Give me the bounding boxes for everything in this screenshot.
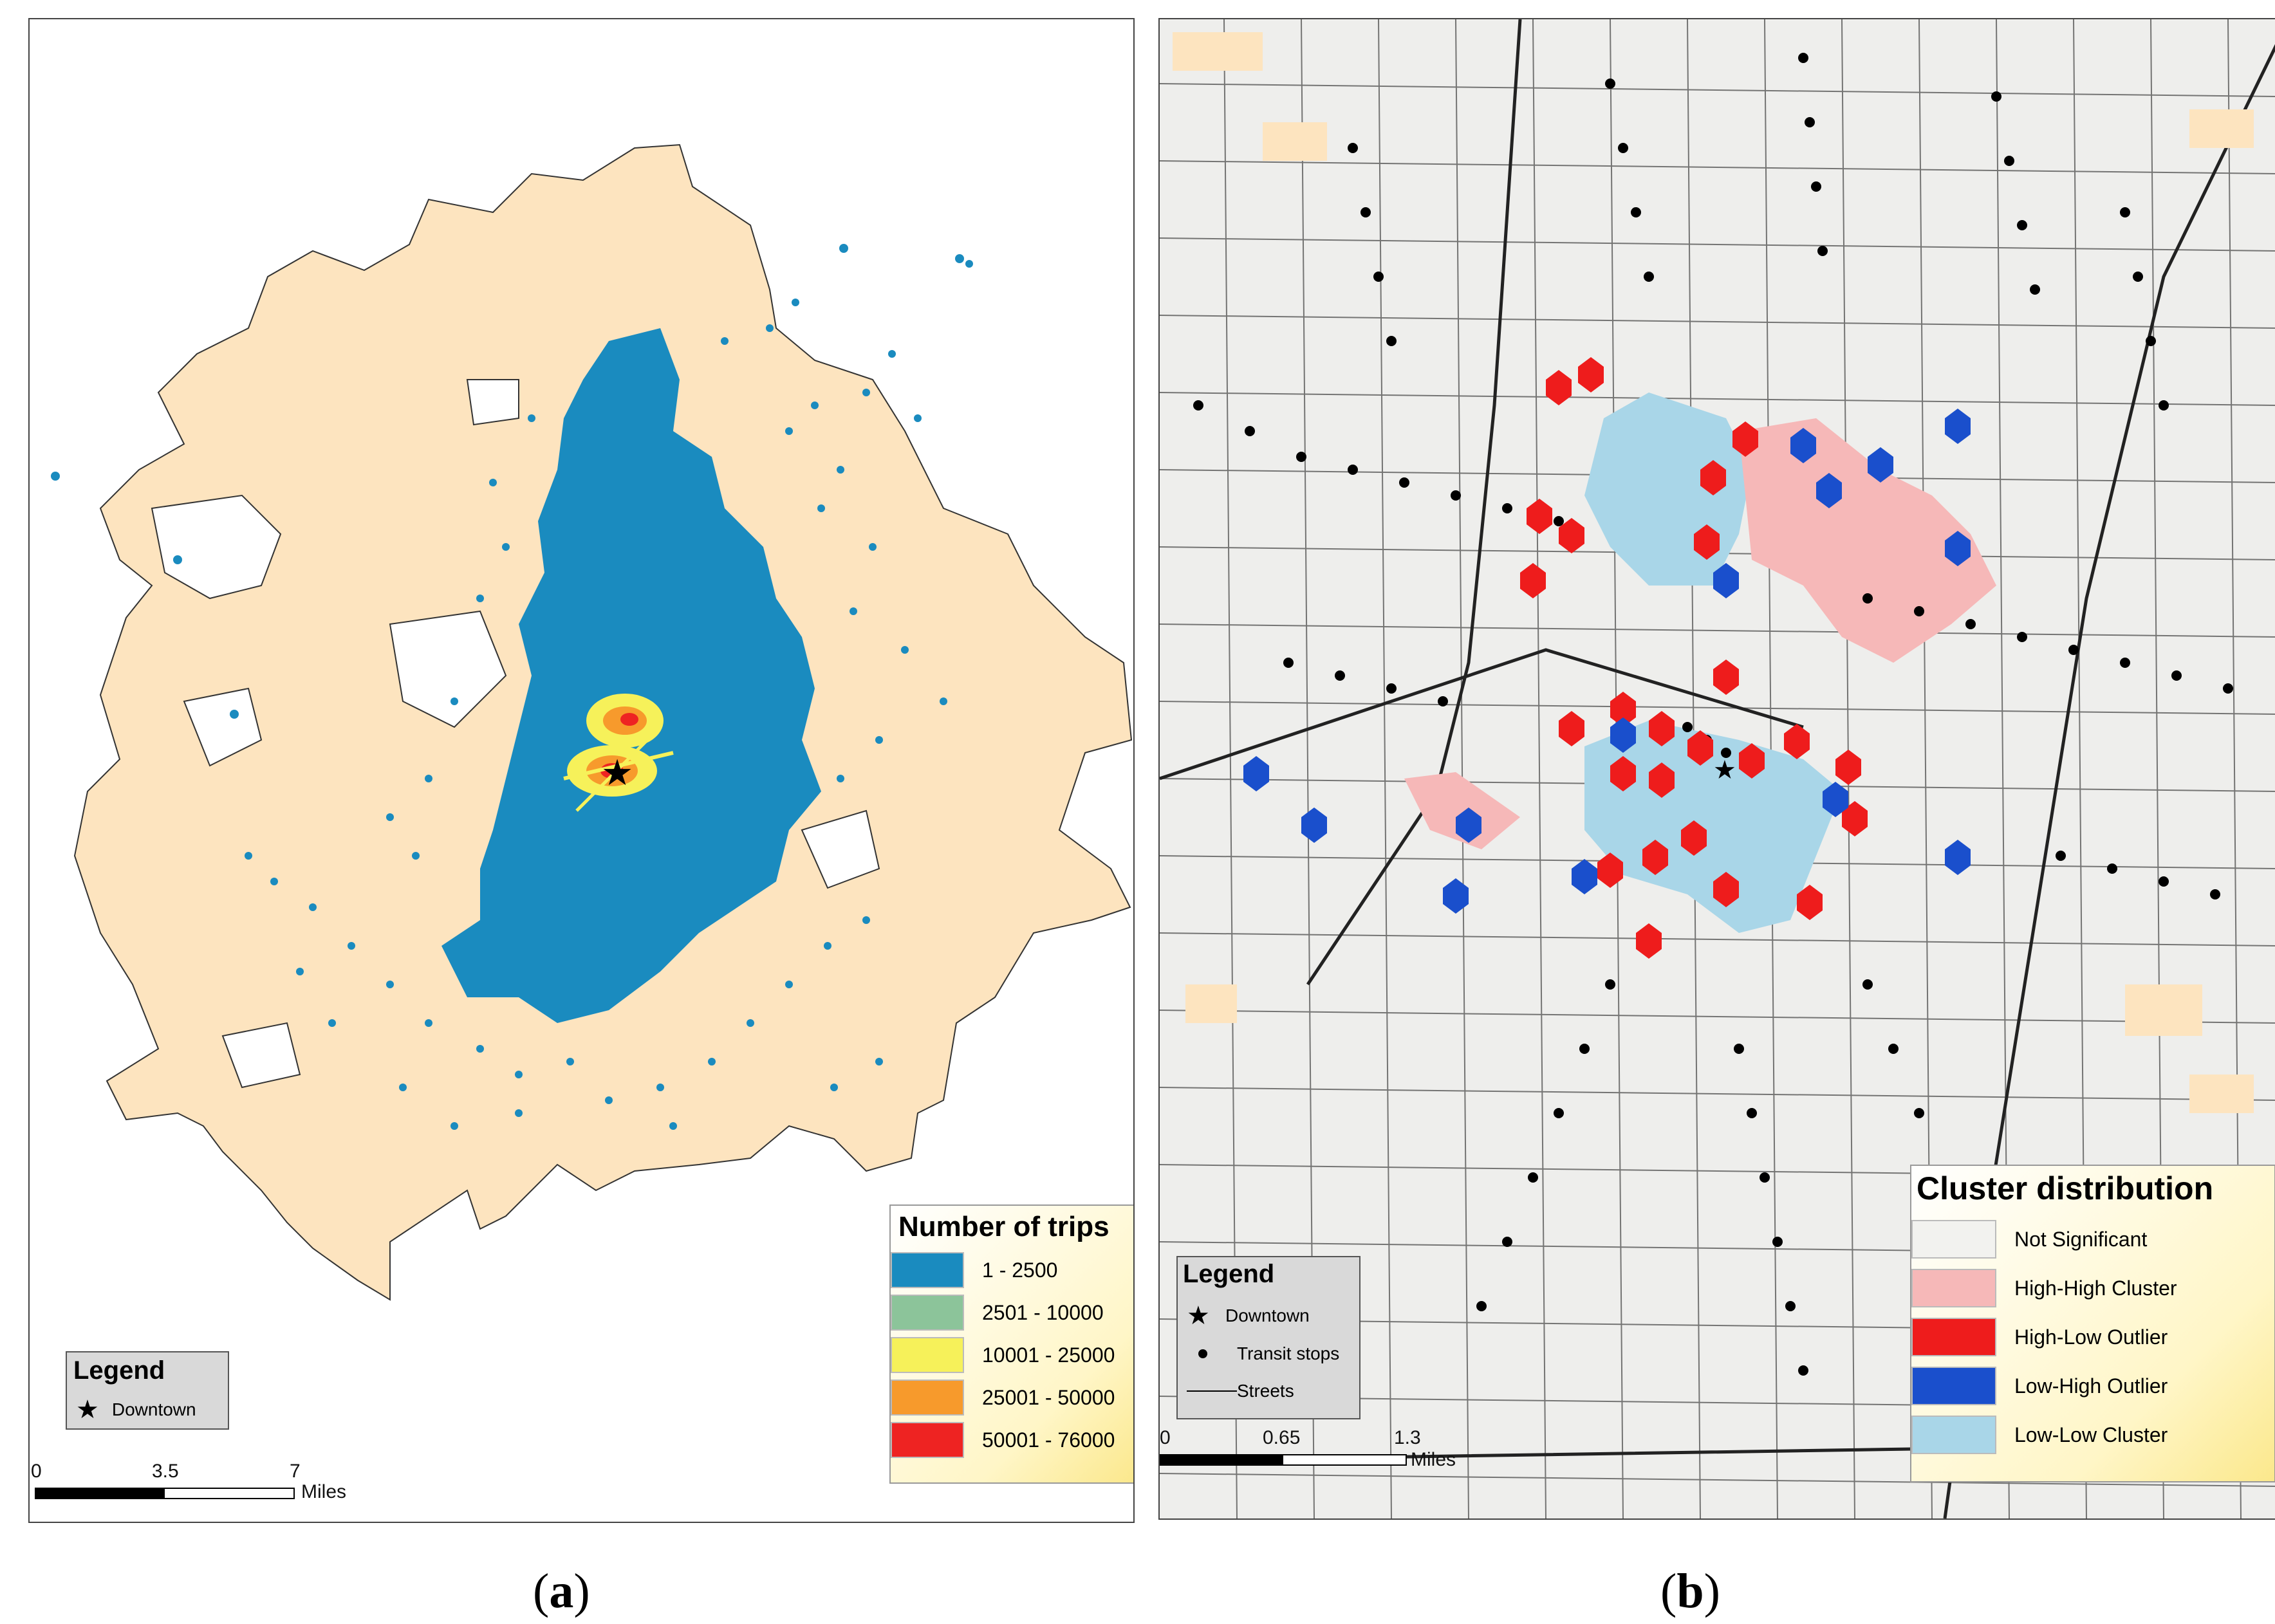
legend-title: Legend <box>1183 1260 1275 1288</box>
legend-swatch <box>891 1337 964 1373</box>
boundary-hole <box>151 494 282 600</box>
caption-a: (a) <box>533 1564 590 1618</box>
legend-swatch <box>1911 1220 1996 1259</box>
high-high-cluster <box>1404 772 1520 849</box>
cluster-legend: Cluster distribution Not Significant High… <box>1910 1165 2275 1482</box>
boundary-hole <box>466 379 519 426</box>
map-panel-a: ★ Legend ★ Downtown <box>28 18 1135 1523</box>
trips-legend-title: Number of trips <box>898 1211 1110 1242</box>
cluster-legend-title: Cluster distribution <box>1917 1170 2214 1206</box>
boundary-hole <box>183 687 263 767</box>
legend-item-downtown: Downtown <box>1225 1306 1310 1325</box>
scale-tick-0: 0 <box>1160 1427 1171 1448</box>
cluster-legend-row: High-High Cluster <box>1911 1269 2177 1307</box>
trips-legend-row: 1 - 2500 <box>891 1252 1057 1288</box>
scale-unit: Miles <box>301 1481 347 1502</box>
boundary-hole <box>389 610 507 728</box>
hotspot-north-peak <box>620 713 638 726</box>
boundary-hole <box>801 809 880 889</box>
transit-stop-icon <box>1198 1349 1207 1358</box>
legend-class-label: 10001 - 25000 <box>982 1343 1115 1367</box>
legend-box: Legend ★ Downtown <box>66 1351 229 1430</box>
downtown-star-icon: ★ <box>1187 1301 1210 1331</box>
scale-tick-2: 1.3 <box>1394 1427 1421 1448</box>
legend-class-label: 2501 - 10000 <box>982 1300 1104 1324</box>
scale-tick-1: 3.5 <box>152 1461 179 1482</box>
legend-box: Legend ★ Downtown Transit stops Streets <box>1176 1256 1360 1419</box>
legend-swatch <box>891 1252 964 1288</box>
legend-class-label: 50001 - 76000 <box>982 1428 1115 1452</box>
legend-swatch <box>1911 1269 1996 1307</box>
legend-class-label: Low-Low Cluster <box>2014 1423 2168 1446</box>
trip-scatter-dots <box>51 244 973 1130</box>
map-panel-b: ★ Legend ★ Downtown Transit stops Street… <box>1158 18 2275 1520</box>
trip-density-area <box>441 328 821 1023</box>
cluster-legend-row: Low-High Outlier <box>1911 1367 2168 1405</box>
legend-item-streets: Streets <box>1237 1381 1294 1401</box>
scale-bar: 0 3.5 7 <box>31 1461 305 1499</box>
transit-stops <box>1193 53 2233 1376</box>
legend-swatch <box>1911 1416 1996 1454</box>
hotspot-streak <box>563 751 674 780</box>
legend-class-label: Not Significant <box>2014 1227 2148 1251</box>
legend-title: Legend <box>73 1356 165 1385</box>
scale-bar: 0 0.65 1.3 <box>1160 1427 1430 1466</box>
legend-swatch <box>1911 1367 1996 1405</box>
legend-item-transit-stops: Transit stops <box>1237 1343 1340 1363</box>
low-high-outliers <box>1243 409 1971 914</box>
trips-legend: Number of trips 1 - 2500 2501 - 10000 1000… <box>889 1204 1133 1484</box>
scale-tick-1: 0.65 <box>1263 1427 1301 1448</box>
trip-density-map: ★ <box>51 143 1133 1301</box>
legend-class-label: High-Low Outlier <box>2014 1325 2168 1349</box>
downtown-star-icon: ★ <box>76 1395 99 1425</box>
cluster-legend-row: Not Significant <box>1911 1220 2147 1259</box>
trips-legend-row: 25001 - 50000 <box>891 1379 1115 1416</box>
legend-downtown-label: Downtown <box>111 1399 196 1419</box>
downtown-star-icon: ★ <box>1713 755 1736 785</box>
trips-legend-row: 2501 - 10000 <box>891 1295 1104 1331</box>
scale-tick-2: 7 <box>290 1461 301 1482</box>
legend-class-label: 25001 - 50000 <box>982 1385 1115 1409</box>
legend-class-label: 1 - 2500 <box>982 1258 1058 1282</box>
boundary-hole <box>221 1022 301 1089</box>
legend-swatch <box>891 1295 964 1331</box>
high-low-outliers <box>1520 357 1868 959</box>
hotspot-streak <box>575 739 649 812</box>
legend-swatch <box>891 1422 964 1458</box>
legend-class-label: Low-High Outlier <box>2014 1374 2168 1398</box>
cluster-legend-row: High-Low Outlier <box>1911 1318 2168 1356</box>
legend-class-label: High-High Cluster <box>2014 1276 2177 1300</box>
trips-legend-row: 50001 - 76000 <box>891 1422 1115 1458</box>
street-line-icon <box>1187 1390 1237 1392</box>
scale-tick-0: 0 <box>31 1461 42 1482</box>
legend-swatch <box>1911 1318 1996 1356</box>
trips-legend-row: 10001 - 25000 <box>891 1337 1115 1373</box>
cluster-legend-row: Low-Low Cluster <box>1911 1416 2168 1454</box>
high-high-cluster <box>1739 418 1996 663</box>
caption-b: (b) <box>1660 1564 1720 1618</box>
legend-swatch <box>891 1379 964 1416</box>
scale-unit: Miles <box>1411 1449 1456 1470</box>
background-hexes <box>1173 32 2254 1113</box>
low-low-cluster <box>1584 392 1752 586</box>
downtown-star-icon: ★ <box>601 752 633 794</box>
